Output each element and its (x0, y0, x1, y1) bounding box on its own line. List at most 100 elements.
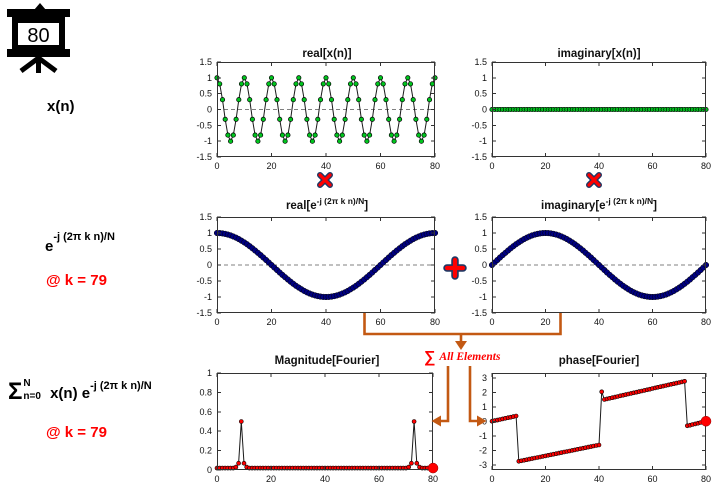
svg-text:-3: -3 (479, 460, 487, 470)
svg-text:0: 0 (214, 474, 219, 484)
board-top-bar (7, 9, 70, 17)
label-k-value-row3: @ k = 79 (46, 424, 107, 441)
svg-text:-1.5: -1.5 (196, 152, 212, 162)
plot-title-imag-exp: imaginary[e-j (2π k n)/N] (541, 196, 657, 212)
svg-text:0.6: 0.6 (199, 407, 212, 417)
svg-text:20: 20 (266, 161, 276, 171)
plot-imaginary-xn: 0 20 40 60 80 -1.5 -1 -0.5 0 0.5 1 1.5 (471, 57, 711, 171)
svg-text:1.5: 1.5 (199, 212, 212, 222)
plot-title-imag-xn: imaginary[x(n)] (557, 47, 641, 60)
svg-text:80: 80 (430, 317, 440, 327)
svg-text:60: 60 (374, 474, 384, 484)
svg-text:40: 40 (321, 317, 331, 327)
svg-text:-1: -1 (204, 292, 212, 302)
plot-title-phase: phase[Fourier] (558, 354, 640, 367)
svg-text:2: 2 (482, 388, 487, 398)
svg-text:0: 0 (207, 465, 212, 475)
svg-text:-1.5: -1.5 (471, 308, 487, 318)
svg-text:1: 1 (482, 73, 487, 83)
svg-text:20: 20 (540, 161, 550, 171)
svg-text:-0.5: -0.5 (196, 120, 212, 130)
svg-text:80: 80 (428, 474, 438, 484)
svg-text:0.2: 0.2 (199, 446, 212, 456)
svg-text:0: 0 (482, 417, 487, 427)
multiply-icon-right (586, 172, 602, 188)
plus-icon (443, 256, 467, 280)
svg-text:0: 0 (214, 317, 219, 327)
svg-text:-2: -2 (479, 445, 487, 455)
board-screen (12, 17, 65, 51)
label-sum-equation: Σ N n=0 x(n) e -j (2π k n)/N (8, 377, 152, 404)
svg-text:60: 60 (647, 161, 657, 171)
svg-text:-1.5: -1.5 (196, 308, 212, 318)
plot-real-xn: 0 20 40 60 80 -1.5 -1 -0.5 0 0.5 1 1.5 (196, 57, 440, 171)
svg-text:0.5: 0.5 (199, 244, 212, 254)
svg-text:0.4: 0.4 (199, 426, 212, 436)
svg-text:80: 80 (701, 317, 711, 327)
plot-magnitude-fourier: 0 20 40 60 80 0 0.2 0.4 0.6 0.8 1 (199, 368, 439, 484)
svg-text:80: 80 (701, 474, 711, 484)
svg-text:0.5: 0.5 (474, 89, 487, 99)
svg-text:0: 0 (482, 105, 487, 115)
svg-text:40: 40 (594, 317, 604, 327)
sum-limits: N n=0 (23, 377, 41, 403)
sum-lower-limit: n=0 (23, 391, 41, 402)
plot-title-magnitude: Magnitude[Fourier] (274, 354, 380, 367)
svg-text:0: 0 (214, 161, 219, 171)
label-xn: x(n) (47, 98, 75, 115)
svg-text:20: 20 (540, 317, 550, 327)
exp-base: e (45, 238, 54, 255)
svg-text:3: 3 (482, 373, 487, 383)
svg-text:0: 0 (207, 105, 212, 115)
svg-text:-0.5: -0.5 (471, 120, 487, 130)
svg-text:60: 60 (375, 161, 385, 171)
svg-text:0.5: 0.5 (199, 89, 212, 99)
svg-text:40: 40 (594, 474, 604, 484)
plot-real-exponential: 0 20 40 60 80 -1.5 -1 -0.5 0 0.5 1 1.5 (196, 212, 440, 327)
svg-text:1: 1 (207, 368, 212, 378)
plot-imaginary-exponential: 0 20 40 60 80 -1.5 -1 -0.5 0 0.5 1 1.5 (471, 212, 711, 327)
presentation-board-icon: 80 (7, 3, 70, 74)
plot-title-real-exp: real[e-j (2π k n)/N] (285, 196, 369, 212)
svg-text:20: 20 (540, 474, 550, 484)
svg-text:1: 1 (207, 228, 212, 238)
svg-text:0: 0 (207, 260, 212, 270)
exp-superscript: -j (2π k n)/N (53, 231, 115, 243)
sum-all-elements-label: ∑ All Elements (424, 349, 501, 366)
svg-text:-0.5: -0.5 (196, 276, 212, 286)
svg-text:40: 40 (321, 161, 331, 171)
sum-superscript: -j (2π k n)/N (90, 380, 152, 392)
svg-text:1.5: 1.5 (199, 57, 212, 67)
plot-title-real-xn: real[x(n)] (302, 47, 352, 60)
svg-text:-1: -1 (479, 292, 487, 302)
svg-text:20: 20 (266, 474, 276, 484)
svg-text:0.8: 0.8 (199, 387, 212, 397)
svg-text:0: 0 (489, 317, 494, 327)
svg-text:0: 0 (489, 161, 494, 171)
svg-text:-1: -1 (479, 136, 487, 146)
svg-text:1: 1 (482, 228, 487, 238)
svg-text:80: 80 (430, 161, 440, 171)
svg-text:40: 40 (320, 474, 330, 484)
svg-text:1.5: 1.5 (474, 57, 487, 67)
svg-text:-1: -1 (479, 431, 487, 441)
collect-bracket (363, 313, 562, 336)
sum-body: x(n) e (45, 385, 91, 402)
board-number: 80 (27, 25, 49, 47)
svg-text:-1: -1 (204, 136, 212, 146)
svg-text:60: 60 (375, 317, 385, 327)
sum-flow-sigma-icon: ∑ (424, 349, 436, 366)
svg-text:-0.5: -0.5 (471, 276, 487, 286)
svg-text:-1.5: -1.5 (471, 152, 487, 162)
board-bottom-bar (7, 49, 70, 57)
svg-text:0: 0 (489, 474, 494, 484)
svg-text:80: 80 (701, 161, 711, 171)
plot-phase-fourier: 0 20 40 60 80 -3 -2 -1 0 1 2 3 (479, 372, 712, 484)
svg-text:1: 1 (207, 73, 212, 83)
svg-text:1.5: 1.5 (474, 212, 487, 222)
board-legs (19, 55, 58, 74)
multiply-icon-left (317, 172, 333, 188)
arrow-to-phase (468, 366, 477, 423)
svg-text:0: 0 (482, 260, 487, 270)
